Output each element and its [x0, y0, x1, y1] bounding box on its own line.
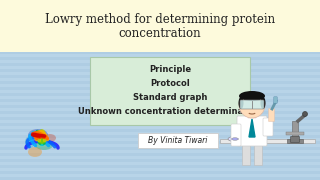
FancyBboxPatch shape [263, 118, 273, 136]
Bar [0, 165, 320, 168]
FancyBboxPatch shape [240, 100, 264, 109]
Bar [0, 33, 320, 36]
Bar [0, 3, 320, 6]
Ellipse shape [228, 136, 242, 141]
Bar [0, 147, 320, 150]
Ellipse shape [239, 91, 265, 101]
Bar [0, 153, 320, 156]
Text: Protocol: Protocol [150, 78, 190, 87]
Bar [0, 15, 320, 18]
Circle shape [239, 92, 265, 118]
Bar [0, 171, 320, 174]
FancyBboxPatch shape [0, 0, 320, 52]
Bar [0, 99, 320, 102]
Bar [0, 141, 320, 144]
Bar [0, 81, 320, 84]
Bar [0, 117, 320, 120]
FancyBboxPatch shape [90, 57, 250, 125]
FancyBboxPatch shape [248, 112, 256, 118]
Text: Unknown concentration determination: Unknown concentration determination [78, 107, 262, 116]
Bar [0, 93, 320, 96]
Bar [0, 51, 320, 54]
Text: concentration: concentration [119, 26, 201, 39]
Bar [0, 111, 320, 114]
FancyBboxPatch shape [254, 143, 262, 165]
Text: Lowry method for determining protein: Lowry method for determining protein [45, 12, 275, 26]
Bar [0, 177, 320, 180]
Ellipse shape [260, 97, 266, 109]
FancyBboxPatch shape [286, 132, 304, 135]
Text: Standard graph: Standard graph [133, 93, 207, 102]
Bar [0, 21, 320, 24]
FancyBboxPatch shape [287, 139, 303, 143]
Ellipse shape [28, 147, 42, 157]
Ellipse shape [28, 129, 48, 141]
Polygon shape [249, 119, 255, 137]
Bar [0, 39, 320, 42]
FancyBboxPatch shape [242, 143, 250, 165]
Bar [0, 69, 320, 72]
FancyBboxPatch shape [253, 131, 256, 142]
FancyBboxPatch shape [291, 136, 300, 143]
Ellipse shape [231, 138, 238, 140]
FancyBboxPatch shape [258, 131, 261, 142]
Bar [0, 123, 320, 126]
Bar [0, 9, 320, 12]
Bar [0, 63, 320, 66]
FancyBboxPatch shape [220, 139, 315, 143]
FancyBboxPatch shape [231, 124, 241, 146]
Ellipse shape [25, 136, 35, 148]
Ellipse shape [35, 140, 53, 150]
Bar [0, 135, 320, 138]
FancyBboxPatch shape [138, 133, 218, 148]
Bar [0, 75, 320, 78]
FancyBboxPatch shape [274, 97, 277, 103]
Ellipse shape [238, 97, 244, 109]
Ellipse shape [44, 134, 56, 142]
Bar [0, 159, 320, 162]
Text: By Vinita Tiwari: By Vinita Tiwari [148, 136, 208, 145]
FancyBboxPatch shape [268, 109, 275, 122]
Circle shape [302, 111, 308, 116]
Bar [0, 87, 320, 90]
Bar [0, 129, 320, 132]
FancyBboxPatch shape [248, 131, 251, 142]
Bar [0, 105, 320, 108]
FancyBboxPatch shape [237, 116, 267, 146]
FancyBboxPatch shape [292, 121, 298, 139]
Bar [0, 57, 320, 60]
Bar [0, 45, 320, 48]
Bar [0, 27, 320, 30]
Text: Principle: Principle [149, 64, 191, 73]
